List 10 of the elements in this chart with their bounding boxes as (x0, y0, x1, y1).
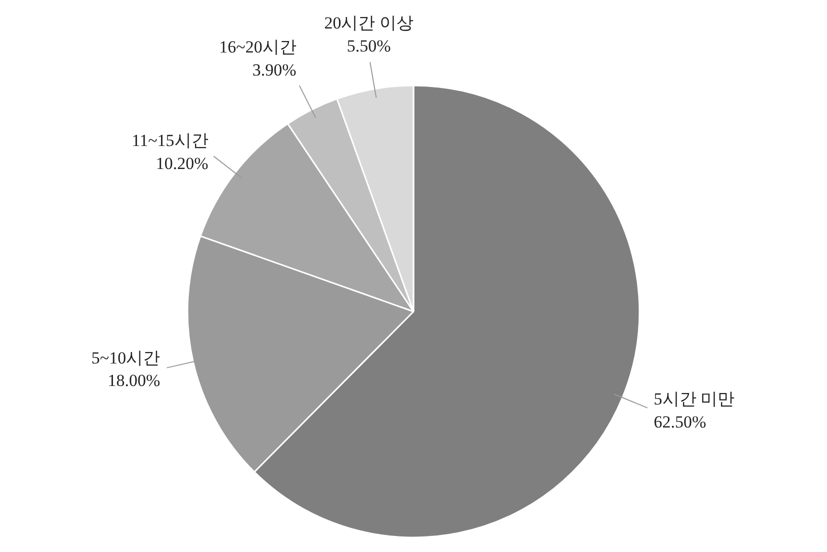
data-label: 10.20% (156, 154, 208, 173)
data-label: 18.00% (108, 371, 160, 390)
slice-label: 5시간 미만 (654, 390, 735, 409)
slice-label: 20시간 이상 (324, 14, 414, 33)
slice-label: 11~15시간 (132, 131, 208, 150)
data-label: 62.50% (654, 412, 706, 432)
data-label: 5.50% (346, 36, 391, 56)
slice-label: 16~20시간 (219, 38, 296, 57)
slice-label: 5~10시간 (91, 348, 160, 368)
data-label: 3.90% (252, 60, 296, 80)
